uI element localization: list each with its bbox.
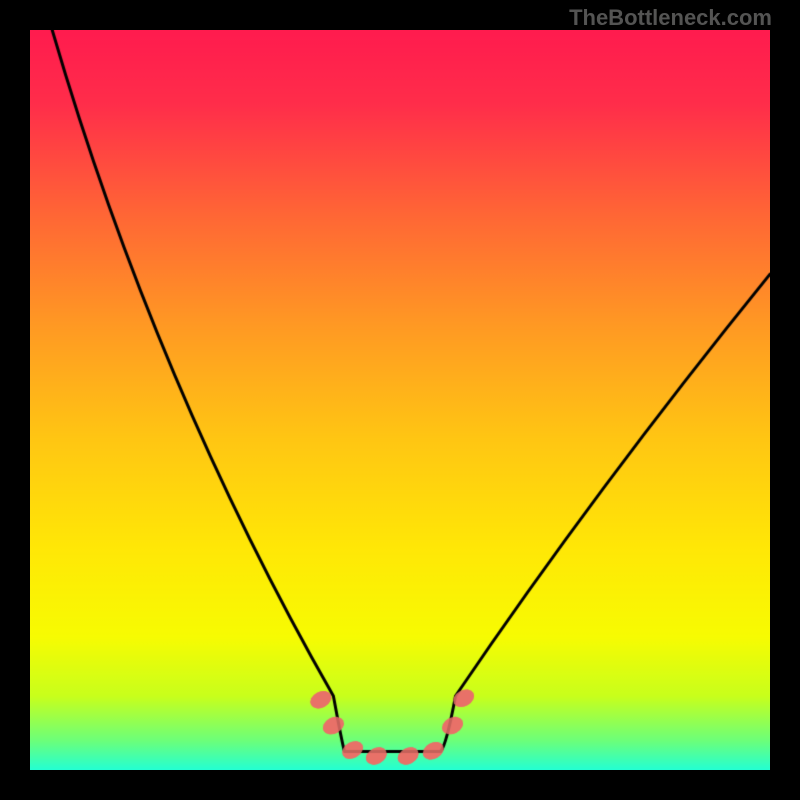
frame-right bbox=[770, 0, 800, 800]
bottleneck-curve-canvas bbox=[30, 30, 770, 770]
frame-bottom bbox=[0, 770, 800, 800]
stage: TheBottleneck.com bbox=[0, 0, 800, 800]
watermark-text: TheBottleneck.com bbox=[569, 5, 772, 31]
frame-left bbox=[0, 0, 30, 800]
